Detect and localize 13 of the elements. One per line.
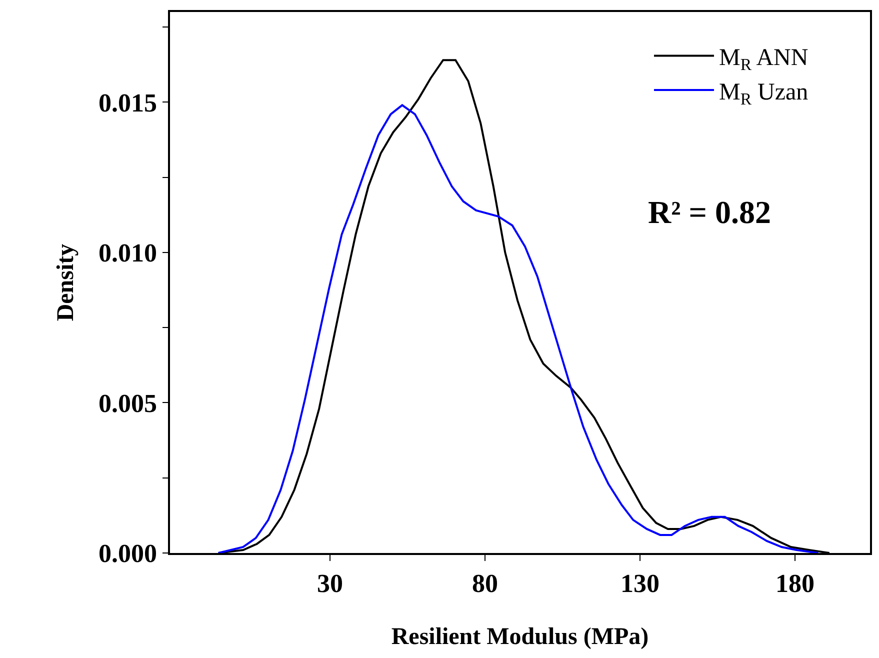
legend-label: M$_{R}$ Uzan bbox=[719, 79, 808, 108]
y-axis-title: Density bbox=[53, 244, 80, 322]
y-tick-label: 0.010 bbox=[98, 238, 158, 268]
y-tick-label: 0.015 bbox=[98, 88, 158, 118]
x-tick-label: 130 bbox=[620, 568, 660, 598]
x-tick-label: 80 bbox=[472, 568, 498, 598]
x-tick-label: 30 bbox=[316, 568, 343, 598]
x-axis-title: Resilient Modulus (MPa) bbox=[391, 624, 649, 650]
y-tick-label: 0.005 bbox=[98, 388, 158, 418]
x-tick-label: 180 bbox=[775, 568, 814, 598]
annotation: R² = 0.82 bbox=[648, 194, 771, 230]
y-tick-label: 0.000 bbox=[98, 539, 158, 568]
legend-label: M$_{R}$ ANN bbox=[719, 45, 808, 74]
